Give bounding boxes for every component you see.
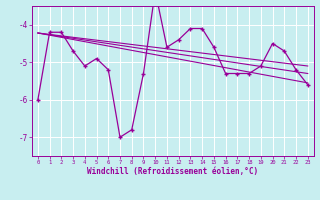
X-axis label: Windchill (Refroidissement éolien,°C): Windchill (Refroidissement éolien,°C): [87, 167, 258, 176]
